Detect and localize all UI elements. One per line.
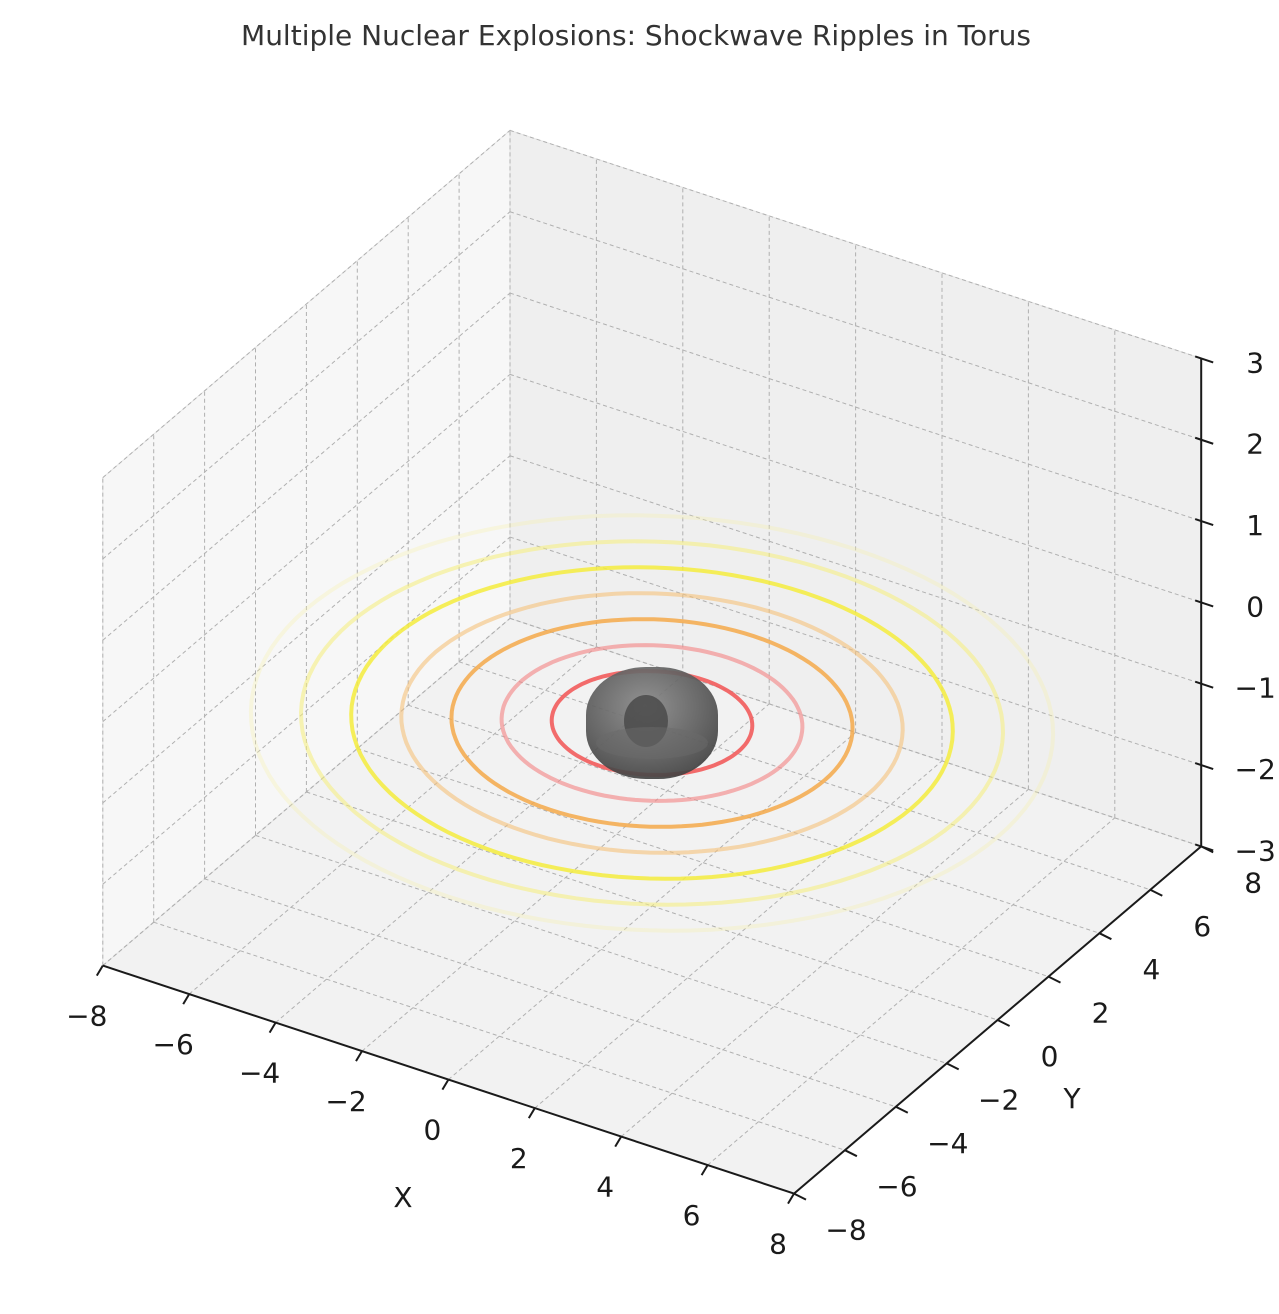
- x-tick-mark: [700, 1164, 709, 1176]
- z-tick-mark: [1194, 518, 1214, 527]
- x-tick-label: 4: [596, 1171, 614, 1204]
- x-tick-mark: [182, 993, 191, 1005]
- x-tick-label: −4: [239, 1057, 280, 1090]
- grid-line: [306, 791, 998, 1021]
- shockwave-ring: [499, 643, 805, 803]
- grid-line: [620, 789, 1029, 1137]
- z-tick-mark: [1194, 355, 1214, 364]
- grid-line: [255, 834, 947, 1064]
- y-tick-mark: [1149, 888, 1163, 897]
- axis-panes: [101, 129, 1203, 1195]
- grid-line: [102, 292, 511, 641]
- y-tick-label: −4: [927, 1127, 968, 1160]
- z-tick-mark: [1194, 599, 1214, 608]
- grid-line: [204, 878, 896, 1108]
- grid-line: [275, 675, 684, 1023]
- z-tick-label: 3: [1246, 346, 1264, 379]
- z-tick-label: −3: [1235, 834, 1276, 867]
- grid-line: [102, 130, 511, 478]
- z-tick-label: 2: [1246, 428, 1264, 461]
- x-tick-mark: [355, 1050, 363, 1062]
- grid-line: [102, 374, 511, 722]
- grid-line: [188, 646, 597, 995]
- y-tick-label: −8: [825, 1214, 866, 1247]
- grid-line: [707, 817, 1116, 1166]
- y-tick-mark: [1048, 975, 1061, 984]
- z-tick-mark: [1194, 843, 1214, 852]
- grid-line: [357, 748, 1049, 978]
- x-tick-mark: [787, 1193, 795, 1205]
- y-tick-label: 8: [1244, 866, 1262, 899]
- grid-line: [102, 536, 511, 885]
- y-tick-mark: [895, 1105, 909, 1114]
- grid-line: [509, 373, 1202, 603]
- grid-line: [509, 292, 1202, 522]
- grid-line: [509, 211, 1202, 441]
- z-tick-label: 1: [1246, 509, 1264, 542]
- z-tick-label: −2: [1235, 753, 1276, 786]
- grid-line: [509, 617, 1202, 847]
- grid-line: [509, 129, 1202, 359]
- chart-title: Multiple Nuclear Explosions: Shockwave R…: [241, 19, 1031, 52]
- z-tick-mark: [1194, 680, 1214, 689]
- x-tick-label: 8: [769, 1228, 787, 1261]
- y-tick-label: −2: [978, 1083, 1019, 1116]
- grid-line: [408, 704, 1100, 934]
- shockwave-rings: [248, 513, 1056, 933]
- x-tick-label: −2: [325, 1085, 366, 1118]
- grid-line: [102, 618, 511, 966]
- z-tick-label: −1: [1235, 672, 1276, 705]
- x-tick-label: −6: [153, 1028, 194, 1061]
- x-tick-label: 6: [683, 1199, 701, 1232]
- grid-line: [361, 703, 770, 1052]
- y-tick-mark: [844, 1149, 858, 1158]
- z-tick-mark: [1194, 762, 1214, 771]
- grid-line: [534, 760, 943, 1109]
- shockwave-ring: [248, 513, 1056, 933]
- grid-line: [509, 536, 1202, 766]
- x-tick-label: 2: [510, 1142, 528, 1175]
- y-tick-mark: [793, 1192, 807, 1201]
- grid-line: [102, 455, 511, 804]
- x-tick-mark: [441, 1079, 450, 1091]
- shockwave-ring: [399, 591, 905, 855]
- x-axis-label: X: [393, 1181, 412, 1214]
- torus-surface: [586, 666, 718, 779]
- y-tick-mark: [946, 1062, 960, 1071]
- grid-line: [458, 661, 1151, 891]
- y-tick-label: 0: [1041, 1040, 1059, 1073]
- x-tick-mark: [268, 1022, 277, 1034]
- y-tick-label: −6: [876, 1170, 917, 1203]
- shockwave-ring: [349, 565, 955, 881]
- y-tick-mark: [997, 1019, 1011, 1027]
- shockwave-ring: [298, 539, 1006, 907]
- grid-line: [509, 455, 1202, 685]
- shockwave-ring: [449, 617, 855, 829]
- y-tick-label: 2: [1092, 997, 1110, 1030]
- x-tick-label: 0: [423, 1114, 441, 1147]
- z-tick-mark: [1194, 436, 1214, 445]
- z-tick-label: 0: [1246, 590, 1264, 623]
- x-tick-mark: [527, 1107, 536, 1119]
- y-axis-label: Y: [1062, 1082, 1081, 1115]
- torus-lower-band: [596, 726, 708, 759]
- y-tick-label: 4: [1142, 953, 1160, 986]
- x-tick-label: −8: [66, 1000, 107, 1033]
- y-tick-label: 6: [1193, 910, 1211, 943]
- y-tick-mark: [1098, 932, 1112, 941]
- x-tick-mark: [614, 1136, 623, 1148]
- grid-line: [153, 921, 846, 1151]
- grid-line: [102, 211, 511, 560]
- x-tick-mark: [95, 965, 104, 977]
